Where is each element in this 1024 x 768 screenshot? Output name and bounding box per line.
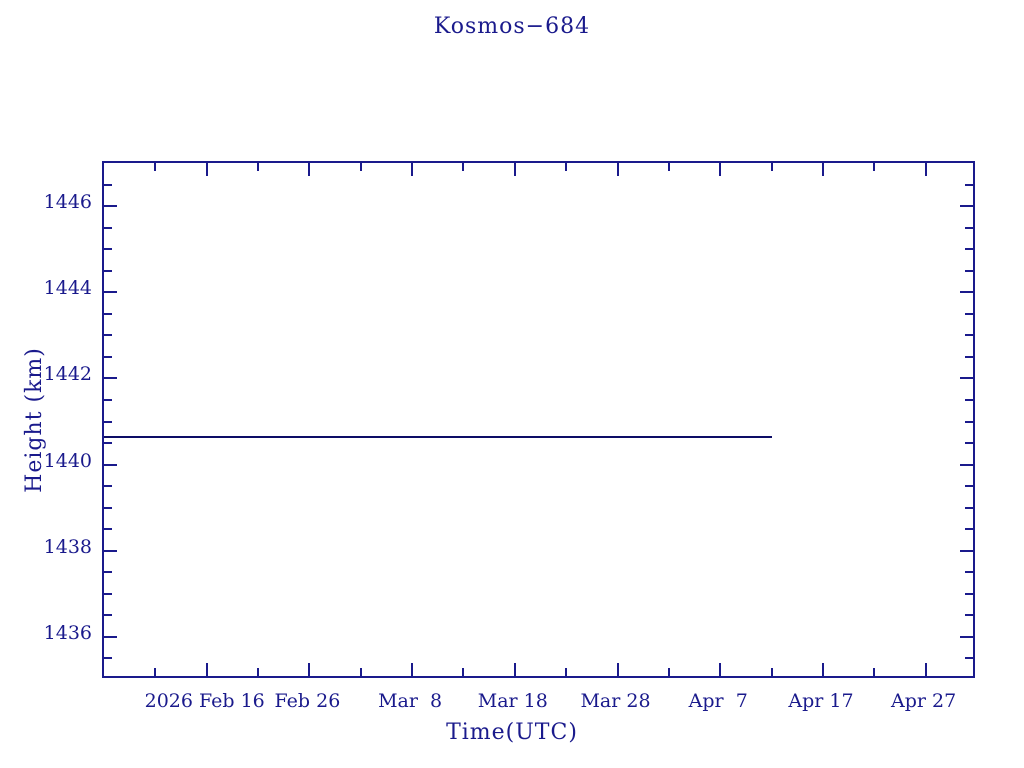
y-axis-minor-tick bbox=[104, 442, 112, 445]
x-axis-tick bbox=[719, 663, 722, 676]
x-axis-minor-tick bbox=[462, 668, 465, 676]
y-axis-tick bbox=[104, 291, 117, 294]
x-axis-tick bbox=[205, 163, 208, 176]
y-axis-title: Height (km) bbox=[22, 347, 47, 493]
x-axis-minor-tick bbox=[565, 668, 568, 676]
x-axis-minor-tick bbox=[257, 668, 260, 676]
plot-inner bbox=[104, 163, 973, 676]
x-axis-minor-tick bbox=[257, 163, 260, 171]
x-axis-minor-tick bbox=[462, 163, 465, 171]
y-axis-tick-label: 1440 bbox=[43, 449, 92, 472]
x-axis-tick-label: Apr 27 bbox=[891, 690, 957, 712]
y-axis-minor-tick bbox=[104, 398, 112, 401]
y-axis-minor-tick bbox=[104, 420, 112, 423]
y-axis-minor-tick bbox=[965, 355, 973, 358]
plot-area bbox=[102, 161, 975, 678]
x-axis-tick bbox=[411, 663, 414, 676]
y-axis-minor-tick bbox=[104, 485, 112, 488]
y-axis-minor-tick bbox=[104, 592, 112, 595]
x-axis-tick-label: Mar 8 bbox=[378, 690, 443, 712]
y-axis-tick bbox=[960, 377, 973, 380]
y-axis-minor-tick bbox=[965, 657, 973, 660]
x-axis-minor-tick bbox=[565, 163, 568, 171]
y-axis-minor-tick bbox=[965, 614, 973, 617]
y-axis-minor-tick bbox=[965, 248, 973, 251]
x-axis-tick bbox=[924, 163, 927, 176]
y-axis-tick bbox=[104, 205, 117, 208]
x-axis-tick bbox=[616, 663, 619, 676]
x-axis-tick bbox=[308, 663, 311, 676]
x-axis-minor-tick bbox=[154, 668, 157, 676]
y-axis-tick bbox=[104, 635, 117, 638]
y-axis-minor-tick bbox=[104, 226, 112, 229]
y-axis-minor-tick bbox=[965, 269, 973, 272]
y-axis-tick bbox=[960, 291, 973, 294]
y-axis-minor-tick bbox=[965, 528, 973, 531]
x-axis-tick-label: Mar 18 bbox=[477, 690, 548, 712]
x-axis-minor-tick bbox=[770, 668, 773, 676]
y-axis-minor-tick bbox=[965, 592, 973, 595]
y-axis-minor-tick bbox=[965, 312, 973, 315]
x-axis-tick-label: Apr 7 bbox=[688, 690, 748, 712]
y-axis-minor-tick bbox=[104, 657, 112, 660]
y-axis-minor-tick bbox=[965, 442, 973, 445]
x-axis-minor-tick bbox=[667, 668, 670, 676]
y-axis-minor-tick bbox=[104, 528, 112, 531]
x-axis-tick bbox=[616, 163, 619, 176]
x-axis-tick-label: Mar 28 bbox=[580, 690, 651, 712]
x-axis-tick bbox=[205, 663, 208, 676]
x-axis-minor-tick bbox=[359, 163, 362, 171]
x-axis-minor-tick bbox=[667, 163, 670, 171]
x-axis-tick-label: 2026 Feb 16 bbox=[144, 690, 265, 712]
y-axis-minor-tick bbox=[965, 334, 973, 337]
y-axis-minor-tick bbox=[104, 355, 112, 358]
y-axis-minor-tick bbox=[104, 506, 112, 509]
y-axis-tick bbox=[960, 463, 973, 466]
y-axis-minor-tick bbox=[104, 312, 112, 315]
x-axis-tick bbox=[513, 163, 516, 176]
x-axis-minor-tick bbox=[873, 668, 876, 676]
y-axis-tick bbox=[104, 377, 117, 380]
y-axis-tick bbox=[104, 463, 117, 466]
y-axis-minor-tick bbox=[104, 571, 112, 574]
y-axis-minor-tick bbox=[104, 334, 112, 337]
x-axis-tick bbox=[924, 663, 927, 676]
x-axis-minor-tick bbox=[770, 163, 773, 171]
x-axis-minor-tick bbox=[359, 668, 362, 676]
y-axis-minor-tick bbox=[965, 183, 973, 186]
y-axis-minor-tick bbox=[965, 506, 973, 509]
data-series-line bbox=[104, 435, 772, 438]
y-axis-minor-tick bbox=[104, 183, 112, 186]
x-axis-tick bbox=[513, 663, 516, 676]
y-axis-minor-tick bbox=[104, 269, 112, 272]
y-axis-tick bbox=[960, 205, 973, 208]
y-axis-tick bbox=[960, 635, 973, 638]
x-axis-tick bbox=[821, 663, 824, 676]
x-axis-tick bbox=[308, 163, 311, 176]
y-axis-minor-tick bbox=[965, 485, 973, 488]
y-axis-minor-tick bbox=[965, 420, 973, 423]
x-axis-tick bbox=[821, 163, 824, 176]
y-axis-minor-tick bbox=[965, 226, 973, 229]
x-axis-minor-tick bbox=[154, 163, 157, 171]
y-axis-tick-label: 1446 bbox=[43, 191, 92, 214]
y-axis-tick bbox=[104, 549, 117, 552]
x-axis-tick bbox=[719, 163, 722, 176]
x-axis-tick-label: Feb 26 bbox=[274, 690, 341, 712]
x-axis-minor-tick bbox=[873, 163, 876, 171]
y-axis-minor-tick bbox=[965, 398, 973, 401]
x-axis-tick-label: Apr 17 bbox=[788, 690, 854, 712]
y-axis-minor-tick bbox=[965, 571, 973, 574]
y-axis-minor-tick bbox=[104, 614, 112, 617]
y-axis-tick-label: 1442 bbox=[43, 363, 92, 386]
y-axis-tick bbox=[960, 549, 973, 552]
y-axis-tick-label: 1444 bbox=[43, 277, 92, 300]
x-axis-title: Time(UTC) bbox=[446, 720, 578, 745]
y-axis-tick-label: 1436 bbox=[43, 621, 92, 644]
x-axis-tick bbox=[411, 163, 414, 176]
y-axis-tick-label: 1438 bbox=[43, 535, 92, 558]
chart-title: Kosmos−684 bbox=[433, 14, 591, 39]
y-axis-minor-tick bbox=[104, 248, 112, 251]
